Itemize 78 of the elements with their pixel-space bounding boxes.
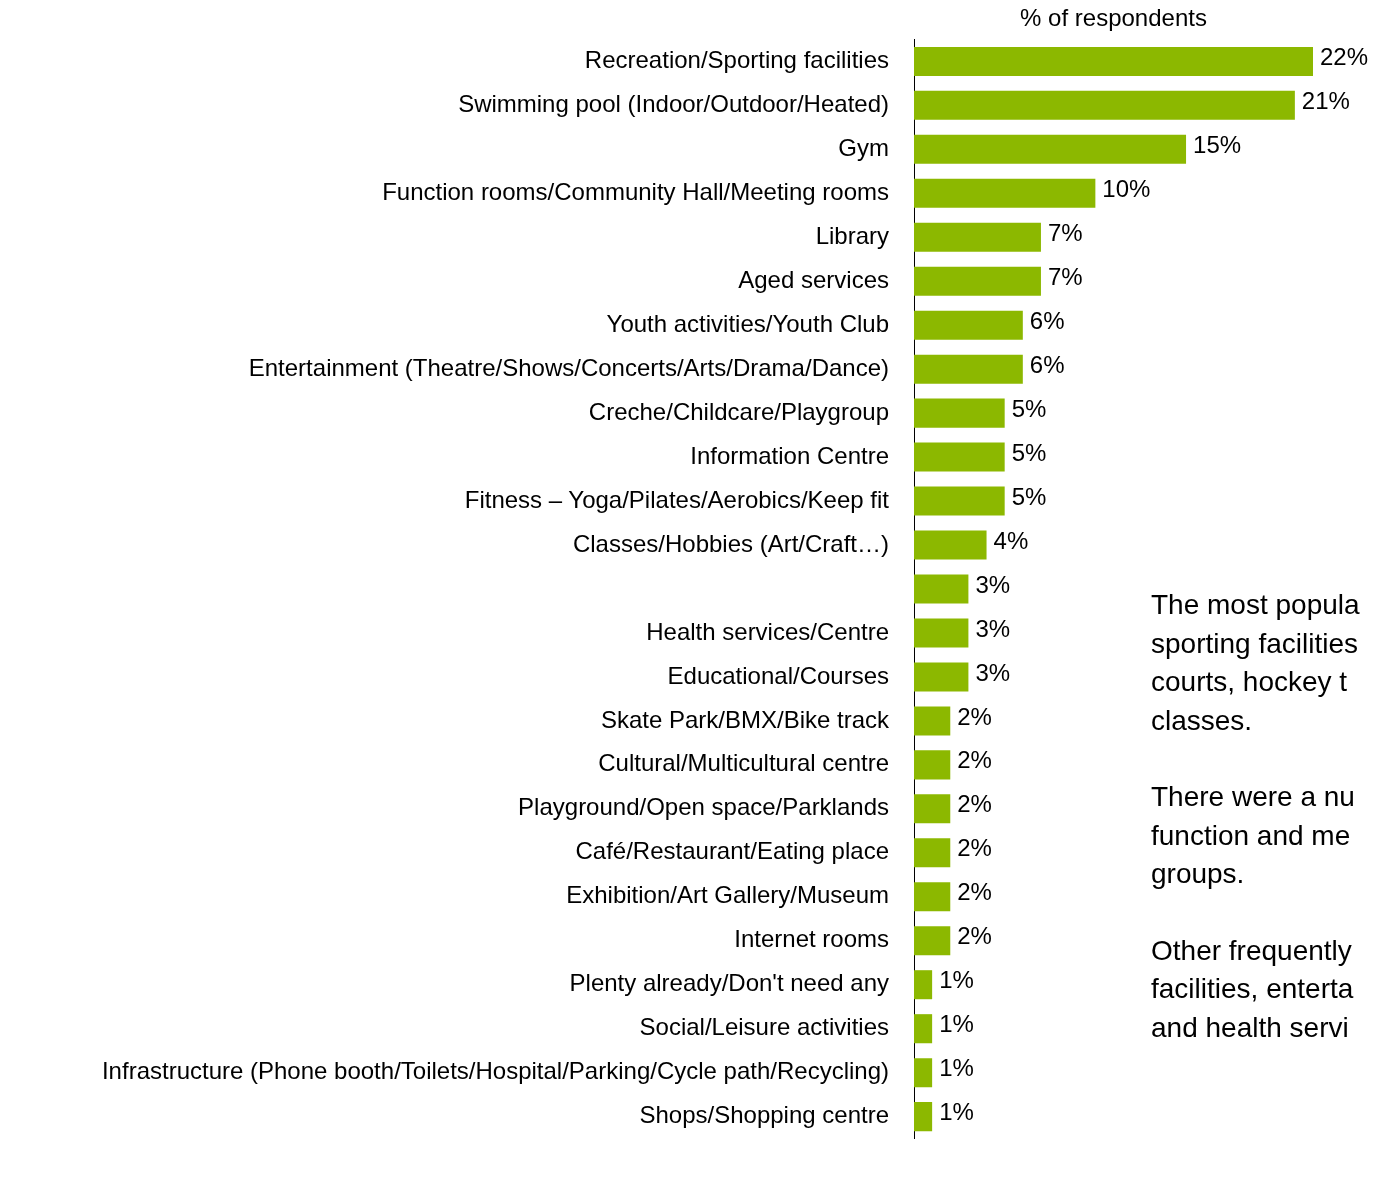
data-label: 2% [957, 746, 992, 774]
y-tick-label: Shops/Shopping centre [639, 1101, 889, 1129]
data-label: 1% [939, 1054, 974, 1082]
y-tick-label: Skate Park/BMX/Bike track [600, 705, 890, 733]
bar [914, 46, 1313, 76]
y-tick-label: Fitness – Yoga/Pilates/Aerobics/Keep fit [464, 485, 890, 513]
y-tick-label: Gym [838, 133, 889, 161]
bar [914, 794, 951, 824]
data-label: 4% [993, 526, 1029, 554]
bar [914, 530, 987, 560]
bar [914, 310, 1023, 340]
data-label: 10% [1102, 174, 1151, 202]
bar [914, 90, 1295, 120]
bar [914, 882, 951, 912]
y-tick-label: Aged services [738, 265, 889, 293]
y-tick-label: Information Centre [690, 441, 889, 469]
data-label: 5% [1011, 482, 1047, 510]
y-tick-label: Swimming pool (Indoor/Outdoor/Heated) [458, 89, 889, 117]
data-label: 2% [957, 834, 992, 862]
data-label: 1% [939, 966, 974, 994]
bar [914, 1058, 933, 1088]
y-tick-label: Classes/Hobbies (Art/Craft…) [572, 529, 889, 557]
bar [914, 486, 1005, 516]
data-label: 2% [957, 790, 992, 818]
y-tick-label: Library [815, 221, 889, 249]
bar [914, 134, 1187, 164]
bar [914, 706, 951, 736]
y-tick-label: Café/Restaurant/Eating place [575, 837, 889, 865]
data-label: 3% [975, 614, 1011, 642]
data-label: 3% [975, 570, 1011, 598]
y-tick-label: Educational/Courses [667, 661, 889, 689]
y-tick-label: Social/Leisure activities [639, 1013, 889, 1041]
data-label: 1% [939, 1098, 974, 1126]
bar [914, 442, 1005, 472]
data-label: 5% [1011, 438, 1047, 466]
data-label: 2% [957, 878, 992, 906]
y-tick-label: Health services/Centre [646, 617, 889, 645]
data-label: 21% [1301, 86, 1350, 114]
y-tick-label: Playground/Open space/Parklands [518, 793, 889, 821]
y-tick-label: Entertainment (Theatre/Shows/Concerts/Arts/Drama/Dance) [248, 353, 889, 381]
y-tick-label: Infrastructure (Phone booth/Toilets/Hospital/Parking/Cycle path/Recycling) [101, 1057, 889, 1085]
bar [914, 222, 1041, 252]
bar [914, 178, 1096, 208]
y-tick-label: Internet rooms [734, 925, 889, 953]
bar [914, 398, 1005, 428]
data-label: 6% [1029, 306, 1065, 334]
bar [914, 266, 1041, 296]
annotation: The most popula sporting facilities courts, hockey t classes. [1151, 588, 1360, 738]
y-tick-label: Function rooms/Community Hall/Meeting rooms [382, 177, 889, 205]
bar [914, 618, 969, 648]
bar [914, 354, 1023, 384]
annotation: Other frequently facilities, enterta and health servi [1151, 933, 1355, 1045]
data-label: 15% [1193, 130, 1242, 158]
bar [914, 926, 951, 956]
bar [914, 1102, 933, 1132]
y-tick-label: Recreation/Sporting facilities [584, 46, 889, 74]
bar [914, 838, 951, 868]
data-label: 3% [975, 658, 1011, 686]
data-label: 5% [1011, 394, 1047, 422]
data-label: 22% [1320, 43, 1369, 71]
bar [914, 970, 933, 1000]
data-label: 6% [1029, 350, 1065, 378]
data-label: 7% [1047, 218, 1083, 246]
y-tick-label: Youth activities/Youth Club [606, 309, 889, 337]
bar [914, 662, 969, 692]
bar [914, 1014, 933, 1044]
data-label: 7% [1047, 262, 1083, 290]
bar [914, 750, 951, 780]
annotation: There were a nu function and me groups. [1151, 780, 1356, 891]
x-axis-title: % of respondents [1020, 3, 1207, 31]
data-label: 2% [957, 702, 992, 730]
y-tick-label: Cultural/Multicultural centre [598, 749, 889, 777]
data-label: 1% [939, 1010, 974, 1038]
data-label: 2% [957, 922, 992, 950]
y-tick-label: Exhibition/Art Gallery/Museum [566, 881, 889, 909]
y-tick-label: Plenty already/Don't need any [569, 969, 889, 997]
bar [914, 574, 969, 604]
y-tick-label: Creche/Childcare/Playgroup [588, 397, 889, 425]
